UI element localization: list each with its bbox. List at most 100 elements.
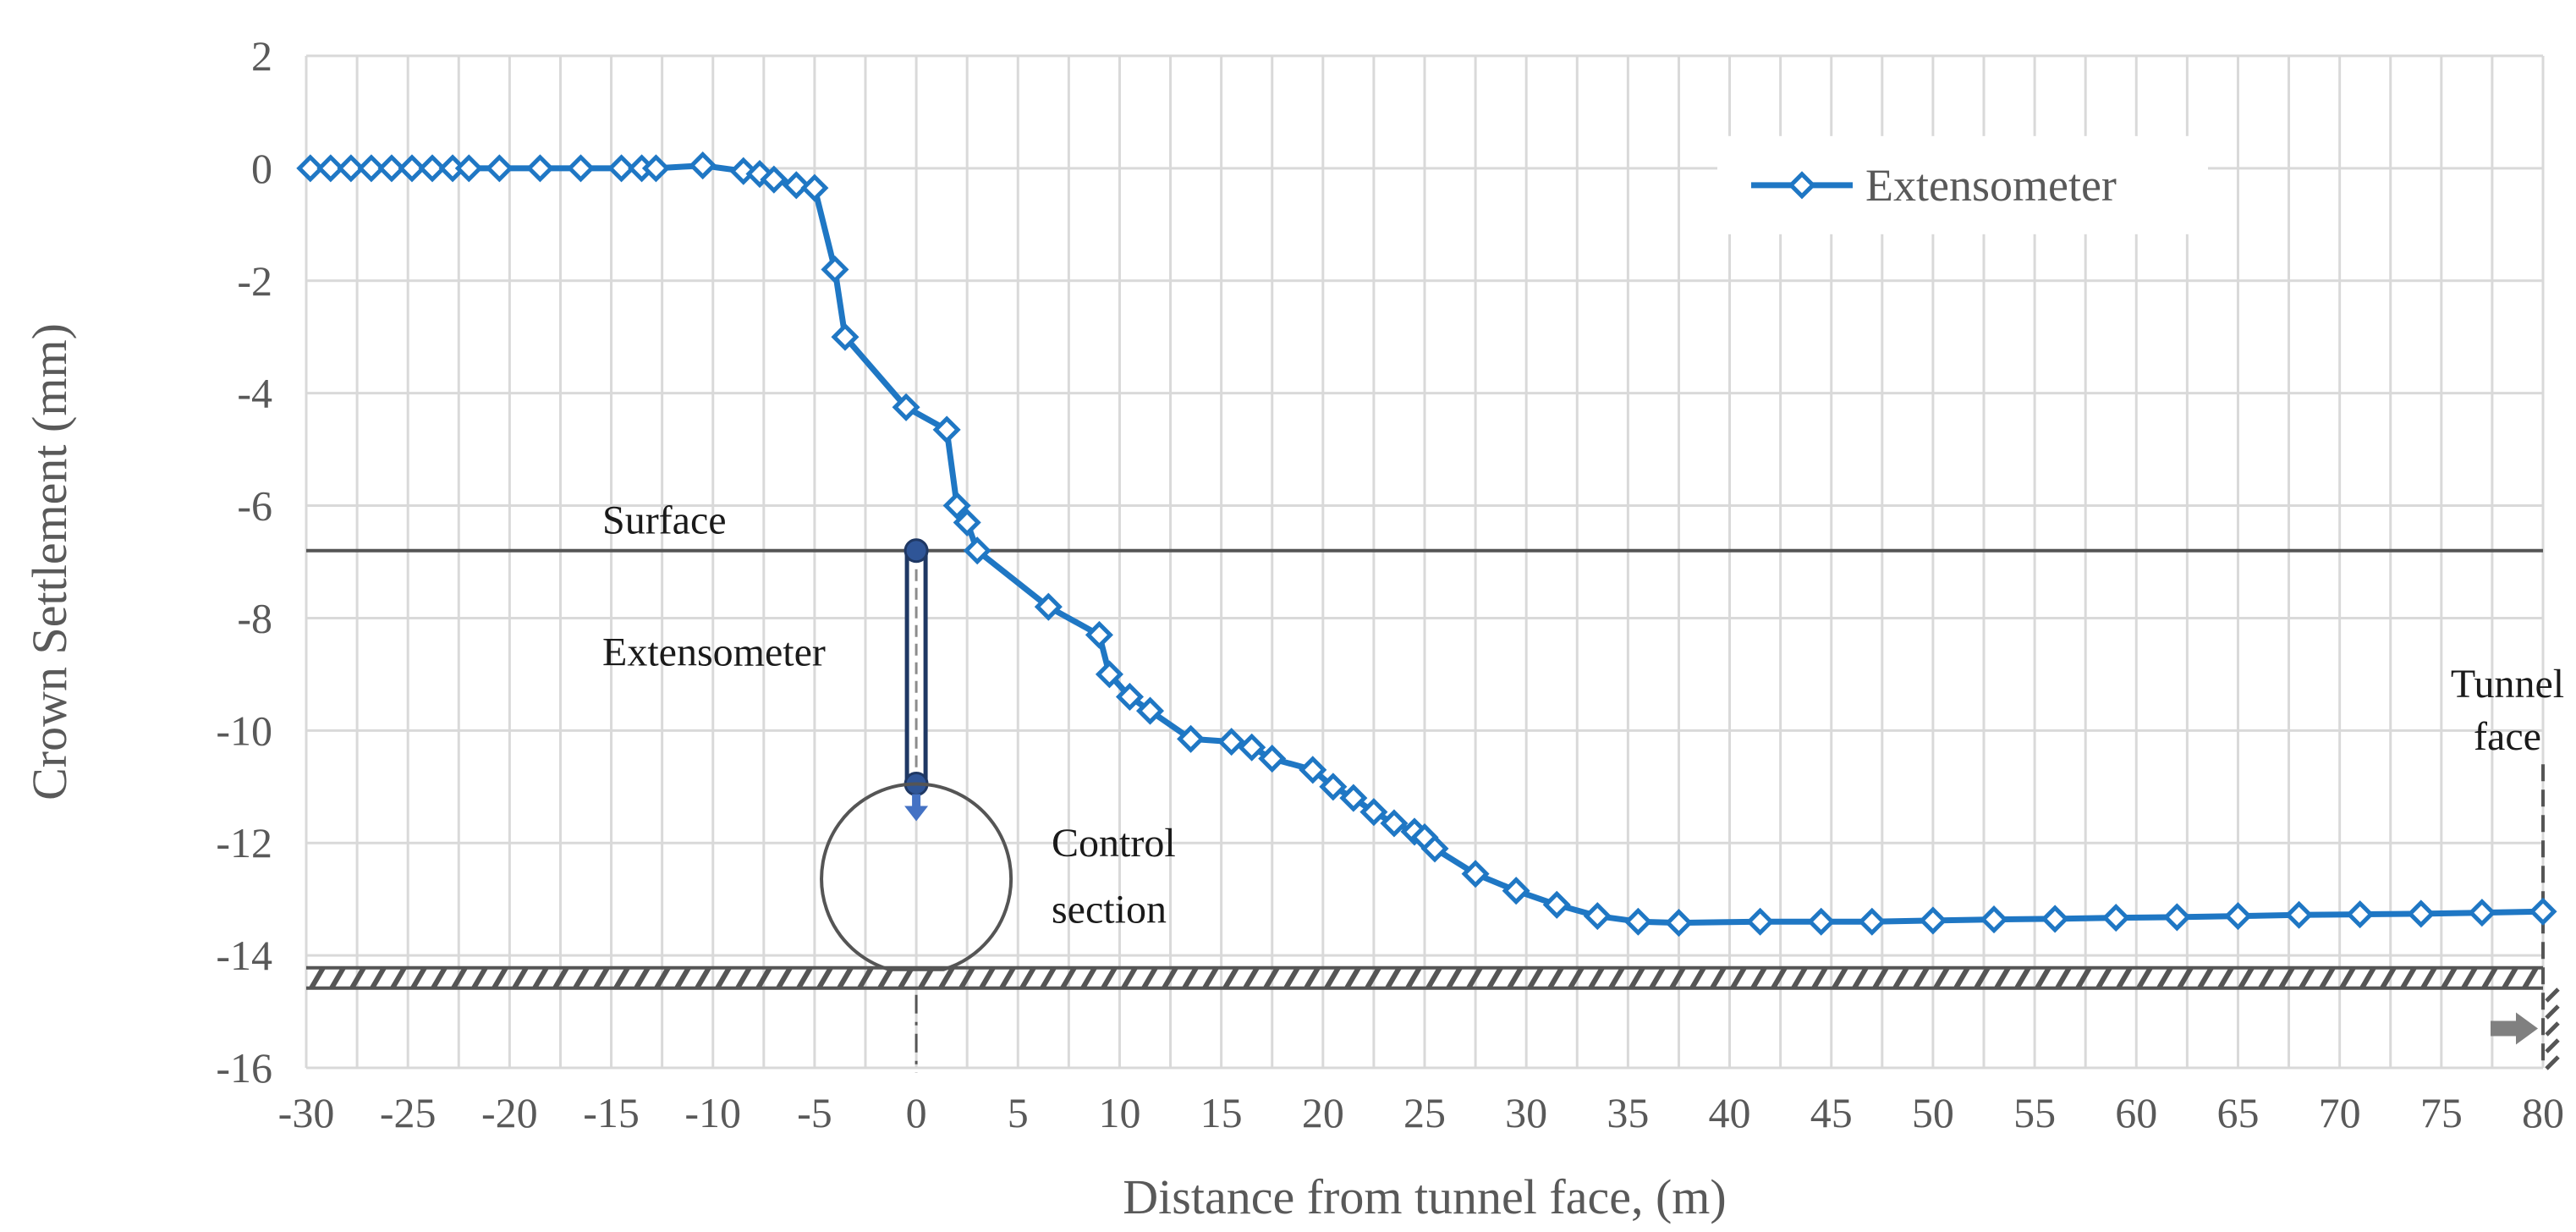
hatch-stroke-6 — [431, 966, 448, 990]
data-point-57 — [2101, 904, 2130, 932]
hatch-stroke-50 — [1324, 966, 1341, 990]
x-tick-label-7: 5 — [1008, 1089, 1029, 1136]
data-point-59 — [2223, 902, 2252, 931]
hatch-stroke-49 — [1304, 966, 1321, 990]
data-point-58 — [2162, 903, 2191, 932]
data-point-20 — [800, 173, 829, 202]
hatch-stroke-57 — [1466, 966, 1483, 990]
hatch-stroke-22 — [755, 966, 772, 990]
hatch-stroke-73 — [1791, 966, 1808, 990]
hatch-stroke-58 — [1486, 966, 1503, 990]
hatch-stroke-32 — [958, 966, 975, 990]
x-axis-title: Distance from tunnel face, (m) — [1123, 1169, 1726, 1224]
hatch-stroke-105 — [2441, 966, 2458, 990]
x-tick-labels: -30 -25 -20 -15 -10 -5 0 5 10 15 20 25 30 35 40 45 50 55 6… — [278, 1089, 2564, 1136]
x-tick-label-11: 25 — [1403, 1089, 1446, 1136]
x-tick-label-4: -10 — [684, 1089, 741, 1136]
y-tick-label-2: -2 — [237, 257, 272, 305]
data-point-60 — [2285, 900, 2314, 929]
extensometer-annotation-label: Extensometer — [602, 630, 826, 674]
data-point-30 — [1095, 660, 1123, 689]
face-hatch-stroke-2 — [2545, 1021, 2560, 1037]
data-point-18 — [760, 165, 788, 194]
data-point-27 — [963, 536, 991, 565]
hatch-stroke-31 — [938, 966, 955, 990]
hatch-stroke-90 — [2136, 966, 2153, 990]
hatch-stroke-81 — [1953, 966, 1970, 990]
data-point-31 — [1115, 682, 1145, 712]
face-hatch-stroke-3 — [2545, 1038, 2560, 1053]
hatch-stroke-27 — [857, 966, 874, 990]
data-point-9 — [485, 154, 514, 183]
data-point-29 — [1085, 620, 1113, 649]
hatch-stroke-13 — [573, 966, 590, 990]
data-point-64 — [2529, 897, 2557, 926]
x-tick-label-10: 20 — [1302, 1089, 1344, 1136]
hatch-stroke-45 — [1222, 966, 1239, 990]
hatch-stroke-63 — [1588, 966, 1605, 990]
hatch-stroke-91 — [2156, 966, 2173, 990]
data-point-63 — [2468, 899, 2496, 927]
hatch-stroke-56 — [1446, 966, 1463, 990]
y-axis-title: Crown Settlement (mm) — [22, 323, 77, 800]
hatch-stroke-43 — [1182, 966, 1199, 990]
hatch-stroke-38 — [1080, 966, 1097, 990]
data-point-54 — [1919, 906, 1947, 935]
hatch-stroke-34 — [999, 966, 1016, 990]
hatch-stroke-77 — [1872, 966, 1889, 990]
hatch-stroke-52 — [1365, 966, 1381, 990]
extensometer-top-anchor — [904, 538, 929, 564]
data-point-6 — [418, 154, 447, 183]
hatch-stroke-37 — [1060, 966, 1077, 990]
hatch-stroke-70 — [1730, 966, 1747, 990]
x-tick-label-13: 35 — [1607, 1089, 1649, 1136]
data-point-10 — [525, 154, 554, 183]
hatch-stroke-87 — [2075, 966, 2092, 990]
y-tick-label-9: -16 — [216, 1044, 272, 1092]
hatch-stroke-5 — [410, 966, 427, 990]
x-tick-label-21: 75 — [2420, 1089, 2463, 1136]
tunnel-cross-section — [820, 782, 1013, 971]
hatch-stroke-9 — [492, 966, 508, 990]
hatch-stroke-16 — [634, 966, 651, 990]
series-extensometer — [296, 151, 2557, 938]
x-tick-label-6: 0 — [906, 1089, 927, 1136]
y-tick-label-0: 2 — [251, 32, 272, 80]
data-point-26 — [953, 508, 981, 537]
x-tick-label-1: -25 — [380, 1089, 437, 1136]
data-point-50 — [1664, 909, 1693, 938]
hatch-stroke-67 — [1669, 966, 1686, 990]
series-line-extensometer — [310, 162, 2544, 927]
y-tick-label-5: -8 — [237, 594, 272, 641]
hatch-stroke-42 — [1162, 966, 1178, 990]
y-tick-label-1: 0 — [251, 145, 272, 192]
hatch-stroke-74 — [1811, 966, 1828, 990]
tunnel-face-hatch — [2545, 987, 2560, 1070]
x-tick-label-12: 30 — [1505, 1089, 1547, 1136]
hatch-stroke-72 — [1771, 966, 1788, 990]
hatch-stroke-61 — [1547, 966, 1564, 990]
surface-label: Surface — [602, 498, 727, 543]
data-point-14 — [641, 154, 670, 183]
hatch-stroke-12 — [552, 966, 569, 990]
data-point-37 — [1299, 756, 1327, 784]
x-tick-label-20: 70 — [2319, 1089, 2361, 1136]
advance-arrow-icon — [2491, 1012, 2538, 1045]
hatch-stroke-24 — [796, 966, 813, 990]
data-point-49 — [1623, 907, 1652, 936]
y-tick-label-4: -6 — [237, 482, 272, 530]
hatch-stroke-59 — [1507, 966, 1524, 990]
data-point-19 — [782, 171, 810, 200]
data-point-55 — [1980, 905, 2008, 934]
data-point-12 — [607, 154, 636, 183]
hatch-stroke-10 — [512, 966, 529, 990]
hatch-stroke-40 — [1121, 966, 1138, 990]
data-point-2 — [337, 154, 365, 183]
x-tick-label-3: -15 — [583, 1089, 640, 1136]
hatch-stroke-64 — [1608, 966, 1625, 990]
data-point-61 — [2346, 900, 2375, 929]
hatch-stroke-92 — [2177, 966, 2194, 990]
x-tick-label-15: 45 — [1810, 1089, 1853, 1136]
hatch-stroke-68 — [1689, 966, 1706, 990]
